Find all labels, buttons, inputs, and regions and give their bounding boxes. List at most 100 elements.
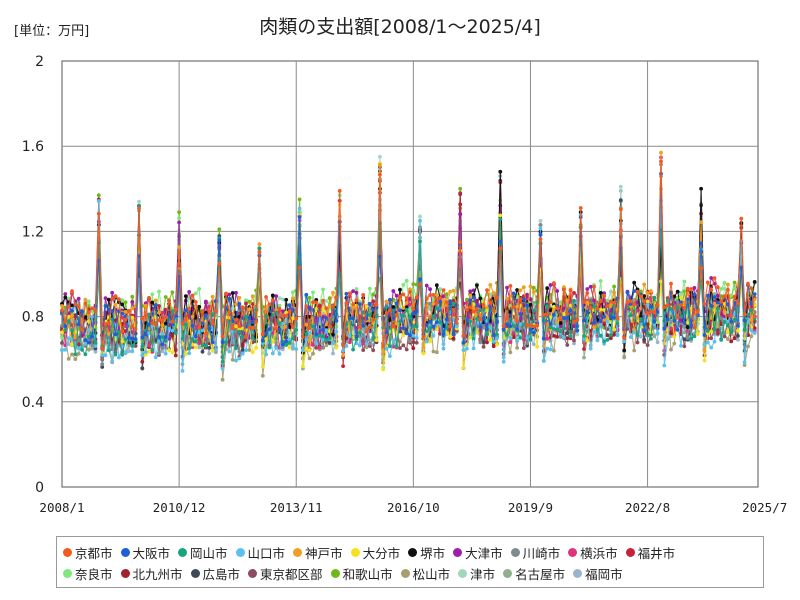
- data-point: [441, 332, 446, 336]
- data-point: [451, 336, 456, 341]
- data-point: [545, 304, 550, 308]
- data-point: [130, 324, 135, 329]
- data-point: [207, 351, 212, 356]
- data-point: [726, 319, 730, 324]
- data-point: [639, 317, 643, 321]
- data-point: [538, 218, 543, 223]
- data-point: [649, 304, 653, 309]
- data-point: [200, 328, 205, 333]
- data-point: [454, 324, 459, 329]
- data-point: [294, 316, 299, 321]
- data-point: [645, 291, 650, 296]
- data-point: [642, 328, 647, 333]
- data-point: [746, 312, 750, 317]
- data-point: [702, 342, 707, 347]
- data-point: [722, 334, 727, 339]
- data-point: [361, 334, 366, 339]
- legend-label: 山口市: [247, 546, 286, 561]
- data-point: [752, 314, 757, 319]
- data-point: [90, 306, 94, 311]
- data-point: [341, 353, 345, 358]
- data-point: [60, 341, 64, 345]
- data-point: [404, 308, 409, 312]
- data-point: [311, 290, 315, 295]
- data-point: [612, 316, 616, 320]
- data-point: [73, 320, 78, 324]
- data-point: [347, 291, 352, 296]
- data-point: [280, 297, 285, 302]
- data-point: [264, 331, 268, 335]
- data-point: [291, 296, 295, 301]
- data-point: [461, 365, 466, 370]
- data-point: [193, 300, 198, 304]
- data-point: [321, 334, 325, 339]
- data-point: [170, 350, 175, 355]
- data-point: [568, 308, 573, 313]
- data-point: [431, 293, 436, 297]
- data-point: [528, 303, 533, 307]
- data-point: [197, 304, 202, 309]
- data-point: [598, 333, 603, 338]
- data-point: [608, 314, 613, 319]
- data-point: [612, 284, 616, 289]
- legend-marker: [120, 548, 130, 557]
- data-point: [675, 289, 680, 294]
- legend-marker: [510, 548, 520, 557]
- data-point: [488, 301, 493, 305]
- data-point: [321, 307, 325, 311]
- data-point: [411, 282, 416, 286]
- data-point: [685, 336, 690, 340]
- data-point: [562, 316, 566, 321]
- data-point: [240, 305, 245, 310]
- data-point: [237, 295, 242, 300]
- data-point: [729, 293, 734, 298]
- data-point: [508, 284, 513, 288]
- data-point: [612, 332, 616, 337]
- data-point: [123, 337, 128, 342]
- data-point: [147, 322, 151, 326]
- data-point: [485, 332, 489, 337]
- data-point: [719, 300, 724, 304]
- data-point: [63, 292, 68, 296]
- data-point: [602, 293, 606, 298]
- data-point: [491, 339, 496, 344]
- data-point: [394, 301, 399, 306]
- data-point: [485, 288, 489, 292]
- data-point: [682, 305, 687, 310]
- data-point: [491, 344, 496, 349]
- data-point: [555, 323, 560, 328]
- data-point: [531, 285, 536, 290]
- data-point: [307, 348, 312, 353]
- data-point: [639, 294, 643, 299]
- data-point: [341, 348, 345, 353]
- data-point: [572, 291, 576, 295]
- data-point: [291, 308, 295, 313]
- data-point: [110, 359, 115, 364]
- data-point: [428, 301, 432, 306]
- data-point: [93, 340, 98, 345]
- data-point: [628, 313, 633, 317]
- data-point: [324, 299, 329, 303]
- data-point: [361, 293, 366, 297]
- data-point: [625, 290, 630, 295]
- data-point: [471, 346, 476, 351]
- data-point: [230, 291, 235, 295]
- data-point: [675, 328, 680, 332]
- data-point: [605, 338, 610, 342]
- data-point: [227, 292, 232, 297]
- data-point: [705, 280, 710, 285]
- data-point: [153, 322, 158, 327]
- data-point: [150, 300, 155, 305]
- data-point: [665, 337, 670, 341]
- data-point: [193, 345, 198, 350]
- data-point: [274, 326, 279, 331]
- data-point: [207, 346, 212, 350]
- data-point: [331, 332, 335, 337]
- data-point: [408, 339, 412, 344]
- data-point: [675, 305, 680, 310]
- data-point: [752, 331, 757, 335]
- data-point: [227, 296, 232, 301]
- data-point: [558, 329, 563, 334]
- data-point: [354, 287, 359, 291]
- data-point: [324, 343, 329, 348]
